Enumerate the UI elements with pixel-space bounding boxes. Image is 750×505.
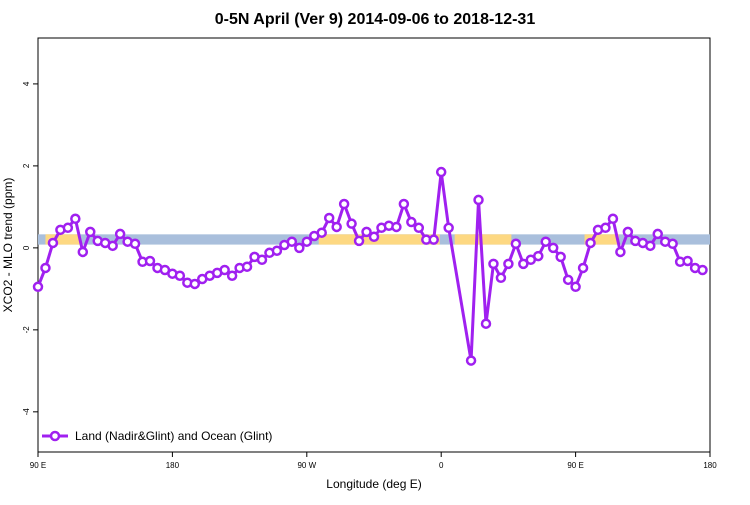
data-point <box>615 246 626 258</box>
x-tick-label: 0 <box>439 461 444 470</box>
data-point <box>398 198 410 210</box>
data-point <box>533 250 544 262</box>
data-point <box>518 258 529 270</box>
data-point <box>510 238 522 250</box>
data-point <box>114 228 126 240</box>
series-line <box>36 171 703 361</box>
data-point <box>77 246 89 258</box>
data-point <box>577 262 589 274</box>
x-tick-label: 180 <box>166 461 180 470</box>
land-band <box>584 234 619 245</box>
data-point <box>645 240 656 252</box>
data-point <box>62 222 74 234</box>
data-point <box>435 166 447 178</box>
data-point <box>226 270 238 281</box>
data-point <box>361 226 372 238</box>
data-point <box>286 236 298 247</box>
land-band <box>454 234 512 245</box>
data-point <box>547 242 559 254</box>
data-point <box>85 226 96 238</box>
data-point <box>301 236 313 247</box>
data-point <box>570 281 581 293</box>
y-tick-label: 2 <box>22 163 31 168</box>
data-point <box>697 264 708 276</box>
data-point <box>473 194 484 206</box>
data-point <box>271 245 283 256</box>
data-point <box>391 221 402 233</box>
data-point <box>368 231 380 243</box>
data-point <box>346 218 357 229</box>
data-point <box>406 216 417 228</box>
data-point <box>480 318 492 329</box>
data-point <box>495 272 507 284</box>
data-point <box>555 251 566 263</box>
data-point <box>503 258 514 270</box>
y-tick-label: 0 <box>22 245 31 250</box>
data-point <box>241 261 253 272</box>
data-point <box>174 270 186 281</box>
data-point <box>607 213 619 225</box>
x-tick-label: 90 E <box>30 461 46 470</box>
data-point <box>323 212 335 224</box>
data-point <box>600 222 611 234</box>
data-point <box>70 213 81 225</box>
data-point <box>256 254 268 266</box>
data-point <box>40 262 51 274</box>
plot-frame <box>37 37 711 453</box>
y-tick-label: -2 <box>22 326 31 334</box>
y-axis-label: XCO2 - MLO trend (ppm) <box>1 178 15 313</box>
land-band <box>318 234 440 245</box>
legend-swatch-marker <box>49 430 61 442</box>
data-point <box>540 236 551 247</box>
y-tick-label: 4 <box>22 81 31 86</box>
data-point <box>144 255 156 267</box>
data-point <box>622 226 634 238</box>
data-point <box>338 198 350 210</box>
data-point <box>32 281 44 293</box>
data-point <box>488 258 499 270</box>
data-point <box>219 264 230 276</box>
data-point <box>107 240 118 252</box>
data-point <box>428 234 439 245</box>
data-point <box>316 227 327 238</box>
x-tick-label: 90 W <box>297 461 316 470</box>
legend-label: Land (Nadir&Glint) and Ocean (Glint) <box>75 429 272 443</box>
data-point <box>413 222 425 234</box>
data-point <box>189 278 201 290</box>
data-point <box>652 228 663 240</box>
y-tick-label: -4 <box>22 408 31 416</box>
x-tick-label: 180 <box>703 461 717 470</box>
data-point <box>294 242 305 254</box>
data-point <box>353 235 365 247</box>
chart-title: 0-5N April (Ver 9) 2014-09-06 to 2018-12… <box>215 11 536 28</box>
x-tick-label: 90 E <box>567 461 583 470</box>
land-band <box>45 234 80 245</box>
data-point <box>682 255 693 267</box>
data-point <box>443 222 454 234</box>
x-axis-label: Longitude (deg E) <box>326 477 421 491</box>
data-point <box>465 355 477 366</box>
data-point <box>562 274 574 286</box>
data-point <box>585 237 596 249</box>
data-point <box>47 237 59 249</box>
data-point <box>331 221 342 233</box>
data-point <box>667 238 678 250</box>
data-point <box>129 238 141 250</box>
